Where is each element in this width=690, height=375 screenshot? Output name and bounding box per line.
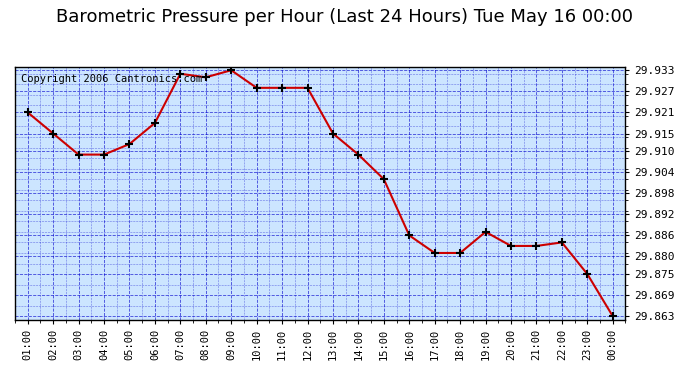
- Text: Copyright 2006 Cantronics.com: Copyright 2006 Cantronics.com: [21, 74, 202, 84]
- Text: Barometric Pressure per Hour (Last 24 Hours) Tue May 16 00:00: Barometric Pressure per Hour (Last 24 Ho…: [57, 8, 633, 26]
